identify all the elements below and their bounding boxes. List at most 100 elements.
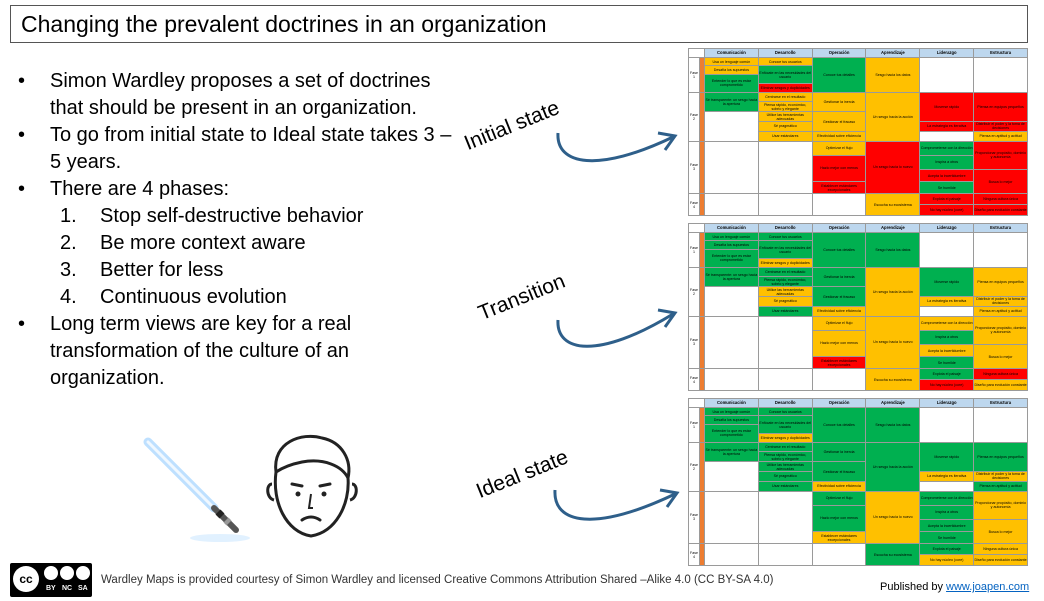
matrix-cell: Desafía los supuestos [704,415,759,426]
matrix-cell: Proporcionar propósito, dominio y autono… [973,140,1028,171]
phase-item: 2. Be more context aware [60,232,306,254]
matrix-cell: Diseño para evolución constante [973,378,1028,392]
creative-commons-icon: cc BY NC SA [10,563,92,597]
matrix-header-cell: Aprendizaje [865,223,921,233]
matrix-cell: Sesgo hacia los datos [865,231,921,268]
matrix-cell: Distribuir el poder y la toma de decisio… [973,471,1028,482]
phase-item: 1. Stop self-destructive behavior [60,205,364,227]
matrix-cell [973,231,1028,268]
matrix-cell [699,315,705,370]
matrix-cell: Piensa en equipos pequeños [973,266,1028,298]
matrix-cell: Sé pragmático [757,121,813,132]
matrix-cell: Eliminar sesgos y duplicidades [757,82,813,93]
matrix-cell: La estrategia es iterativa [919,471,975,482]
slide-title: Changing the prevalent doctrines in an o… [10,5,1028,43]
matrix-cell: Conoce tus usuarios [757,56,813,67]
matrix-cell: Escucha su ecosistema [865,193,921,216]
matrix-cell [704,140,759,195]
matrix-cell [919,130,975,142]
matrix-cell: La estrategia es iterativa [919,296,975,307]
matrix-cell [699,543,705,566]
matrix-cell: Proporcionar propósito, dominio y autono… [973,490,1028,521]
matrix-header-cell [688,398,705,408]
matrix-cell: Gestionar la inercia [811,266,867,288]
matrix-cell [704,286,759,317]
matrix-cell: Un sesgo hacia la acción [865,91,921,142]
matrix-cell: Gestionar la inercia [811,91,867,113]
matrix-cell: Moverse rápido [919,91,975,123]
matrix-cell: No hay núcleo (core) [919,203,975,217]
doctrine-matrix-transition: Comunicación Desarrollo Operación Aprendiz… [688,223,1028,392]
matrix-cell [973,56,1028,93]
curved-arrow-icon [556,131,678,163]
doctrine-matrix-ideal: Comunicación Desarrollo Operación Aprendiz… [688,398,1028,567]
published-by: Published by www.joapen.com [880,581,1030,593]
matrix-cell: Inspira a otros [919,154,975,171]
matrix-cell: Optimizar el flujo [811,490,867,506]
matrix-cell: Centrarse en el resultado [757,441,813,453]
matrix-cell: Piensa rápido, económico, sobrio y elega… [757,101,813,113]
license-text: Wardley Maps is provided courtesy of Sim… [101,574,774,586]
curved-arrow-icon [556,308,678,348]
matrix-cell: Fase 1 [688,56,700,93]
matrix-cell: Ninguna cultura única [973,368,1028,380]
matrix-cell [757,140,813,195]
matrix-cell: Un sesgo hacia lo nuevo [865,490,921,545]
matrix-cell: Diseño para evolución constante [973,553,1028,567]
matrix-cell: Fase 2 [688,441,700,492]
matrix-cell: Entender lo que es estar comprometido [704,74,759,93]
matrix-cell: Moverse rápido [919,441,975,473]
matrix-cell [699,490,705,545]
matrix-cell: Usa un lenguaje común [704,231,759,242]
matrix-cell: Moverse rápido [919,266,975,298]
matrix-cell: Utilice las herramientas adecuadas [757,461,813,473]
matrix-cell: Establecer estándares excepcionales [811,531,867,545]
matrix-cell [757,193,813,216]
matrix-cell: Fase 3 [688,140,700,195]
matrix-cell: Centrarse en el resultado [757,91,813,103]
matrix-cell [704,490,759,545]
matrix-cell: Piensa rápido, económico, sobrio y elega… [757,276,813,288]
matrix-cell [919,305,975,317]
matrix-cell: Gestionar el fracaso [811,286,867,307]
matrix-cell: Sé pragmático [757,296,813,307]
matrix-cell: Eliminar sesgos y duplicidades [757,257,813,268]
matrix-cell: Escucha su ecosistema [865,368,921,391]
matrix-header-cell: Aprendizaje [865,48,921,58]
matrix-cell: Busca lo mejor [973,169,1028,195]
matrix-cell: Se humilde [919,181,975,195]
bullet-item: Long term views are key for a real trans… [18,311,458,392]
matrix-header-cell: Liderazgo [919,223,975,233]
matrix-cell [704,111,759,142]
phase-list: 1. Stop self-destructive behavior 2. Be mo… [50,203,458,311]
joapen-link[interactable]: www.joapen.com [946,581,1030,593]
matrix-header-cell: Desarrollo [757,398,813,408]
matrix-cell [757,543,813,566]
matrix-cell [919,406,975,443]
matrix-cell [757,490,813,545]
matrix-header-cell: Comunicación [704,223,759,233]
matrix-cell: Enfócate en las necesidades del usuario [757,65,813,84]
matrix-header-cell: Liderazgo [919,398,975,408]
matrix-cell: Fase 1 [688,406,700,443]
matrix-cell: Sé transparente: un sesgo hacia la apert… [704,91,759,113]
matrix-cell: Busca lo mejor [973,344,1028,370]
matrix-cell [973,406,1028,443]
curved-arrow-icon [553,488,680,521]
matrix-cell: Sesgo hacia los datos [865,406,921,443]
matrix-cell: Un sesgo hacia la acción [865,441,921,492]
matrix-cell: Inspira a otros [919,504,975,521]
matrix-cell: Usar estándares [757,480,813,492]
bullet-item: To go from initial state to Ideal state … [18,122,458,176]
matrix-cell [811,543,867,566]
matrix-cell: Establecer estándares excepcionales [811,181,867,195]
matrix-cell: La estrategia es iterativa [919,121,975,132]
matrix-cell: Fase 1 [688,231,700,268]
matrix-cell [699,368,705,391]
matrix-cell [919,231,975,268]
doctrine-matrix-initial: Comunicación Desarrollo Operación Aprendiz… [688,48,1028,217]
matrix-cell: Sé transparente: un sesgo hacia la apert… [704,441,759,463]
matrix-cell [699,140,705,195]
matrix-cell: No hay núcleo (core) [919,378,975,392]
matrix-cell: Piensa en aptitud y actitud [973,480,1028,492]
